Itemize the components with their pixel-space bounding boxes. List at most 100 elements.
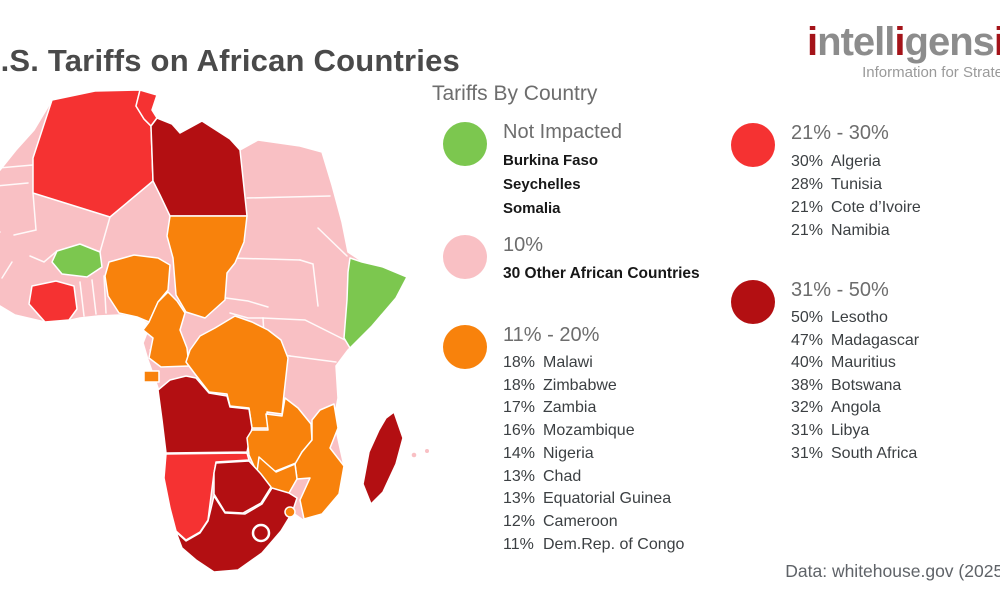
map-country-south-africa: [175, 487, 298, 573]
map-country-lesotho: [251, 523, 271, 543]
legend-tariff-list: 18% Malawi 18% Zimbabwe 17% Zambia 16% Mozam…: [503, 352, 684, 556]
logo-wordmark: intelligensi: [807, 20, 1000, 64]
tariff-rate: 28%: [791, 176, 824, 193]
tariff-rate: 40%: [791, 354, 824, 372]
legend-tariff-list: 50% Lesotho 47% Madagascar 40% Mauritius 38…: [791, 307, 919, 465]
legend-group-label: 11% - 20%: [503, 324, 600, 346]
tariff-country: Zambia: [543, 399, 597, 417]
legend-group-11-20pct: 11% - 20% 18% Malawi 18% Zimbabwe 17% Zambi…: [443, 323, 684, 556]
tariff-country: Mozambique: [543, 422, 635, 440]
legend-group-10pct: 10% 30 Other African Countries: [443, 233, 700, 286]
tariff-row: 31% Libya: [791, 420, 919, 443]
tariff-row: 28% Tunisia: [791, 173, 921, 196]
tariff-rate: 30%: [791, 153, 824, 170]
tariff-row: 14% Nigeria: [503, 443, 684, 466]
tariff-country: Cameroon: [543, 512, 618, 530]
tariff-row: 13% Chad: [503, 466, 684, 489]
tariff-rate: 18%: [503, 376, 536, 394]
tariff-rate: 16%: [503, 422, 536, 440]
map-country-somalia: [343, 257, 408, 349]
map-border-line: [246, 195, 331, 199]
tariff-country: Nigeria: [543, 444, 594, 462]
map-country-madagascar: [362, 411, 404, 505]
tariff-rate: 21%: [791, 222, 824, 239]
tariff-rate: 32%: [791, 399, 824, 417]
map-border-line: [299, 259, 319, 307]
logo-seg: ntell: [817, 20, 895, 64]
tariff-country: Namibia: [831, 222, 890, 239]
map-country-cote-divoire: [28, 280, 78, 323]
legend-country: 30 Other African Countries: [503, 265, 700, 282]
tariff-country: Zimbabwe: [543, 376, 617, 394]
tariff-row: 50% Lesotho: [791, 307, 919, 330]
tariff-row: 47% Madagascar: [791, 330, 919, 353]
logo-seg: i: [993, 20, 1000, 64]
tariff-row: 16% Mozambique: [503, 420, 684, 443]
map-border-line: [229, 312, 264, 319]
tariff-country: Mauritius: [831, 354, 896, 372]
tariff-country: Libya: [831, 421, 870, 439]
tariff-rate: 50%: [791, 309, 824, 326]
tariff-row: 18% Malawi: [503, 352, 684, 375]
map-country-botswana: [213, 460, 272, 514]
indian-ocean-island-dot: [411, 452, 417, 458]
legend-heading: Tariffs By Country: [432, 82, 598, 105]
legend-circle-not-impacted: [443, 122, 487, 166]
tariff-rate: 11%: [503, 535, 534, 553]
tariff-country: Algeria: [831, 153, 881, 170]
tariff-rate: 14%: [503, 444, 536, 462]
tariff-rate: 38%: [791, 376, 824, 394]
tariff-country: Malawi: [543, 354, 593, 371]
tariff-country: Madagascar: [831, 331, 920, 349]
tariff-country: Chad: [543, 467, 582, 485]
tariff-country: Tunisia: [831, 176, 882, 193]
map-border-line: [0, 164, 34, 169]
legend-group-label: 31% - 50%: [791, 279, 889, 301]
tariff-rate: 18%: [503, 354, 536, 371]
tariff-rate: 12%: [503, 512, 536, 530]
tariff-country: South Africa: [831, 444, 918, 462]
tariff-row: 18% Zimbabwe: [503, 375, 684, 398]
map-country-angola: [157, 375, 253, 454]
legend-circle-11-20pct: [443, 325, 487, 369]
legend-country: Seychelles: [503, 176, 581, 193]
tariff-country: Cote d’Ivoire: [831, 199, 921, 216]
logo-seg: i: [894, 20, 905, 64]
legend-country: Somalia: [503, 200, 561, 217]
tariff-country: Lesotho: [831, 309, 888, 326]
legend-tariff-list: 30% Algeria 28% Tunisia 21% Cote d’Ivoire 2…: [791, 150, 921, 242]
tariff-rate: 47%: [791, 331, 824, 349]
legend-group-not-impacted: Not Impacted Burkina Faso Seychelles Som…: [443, 120, 622, 221]
indian-ocean-island-dot: [425, 449, 429, 453]
tariff-row: 21% Namibia: [791, 219, 921, 242]
tariff-row: 12% Cameroon: [503, 511, 684, 534]
map-country-eswatini: [284, 506, 296, 518]
intelligensi-logo: intelligensi Information for Strate: [807, 20, 1000, 81]
tariff-country: Angola: [831, 399, 881, 417]
map-border-line: [1, 261, 13, 279]
tariff-rate: 31%: [791, 444, 824, 462]
tariff-rate: 21%: [791, 199, 824, 216]
map-border-line: [29, 250, 58, 263]
data-source-note: Data: whitehouse.gov (2025): [785, 561, 1000, 581]
tariff-rate: 17%: [503, 399, 536, 417]
legend-circle-31-50pct: [731, 280, 775, 324]
legend-circle-10pct: [443, 235, 487, 279]
tariff-country: Equatorial Guinea: [543, 490, 672, 508]
legend-group-31-50pct: 31% - 50% 50% Lesotho 47% Madagascar 40% Ma…: [731, 278, 919, 465]
logo-seg: gens: [904, 20, 995, 64]
map-country-equatorial-guinea: [143, 370, 160, 383]
legend-country-list: Burkina Faso Seychelles Somalia: [503, 149, 622, 221]
tariff-row: 13% Equatorial Guinea: [503, 488, 684, 511]
tariff-row: 17% Zambia: [503, 397, 684, 420]
legend-group-label: 10%: [503, 234, 544, 256]
map-border-line: [79, 281, 85, 317]
tariff-row: 30% Algeria: [791, 150, 921, 173]
map-country-libya: [150, 117, 248, 217]
map-country-cameroon: [142, 291, 190, 368]
map-border-line: [103, 275, 107, 314]
tariff-row: 21% Cote d’Ivoire: [791, 196, 921, 219]
tariff-rate: 13%: [503, 467, 536, 485]
map-border-line: [13, 192, 37, 236]
